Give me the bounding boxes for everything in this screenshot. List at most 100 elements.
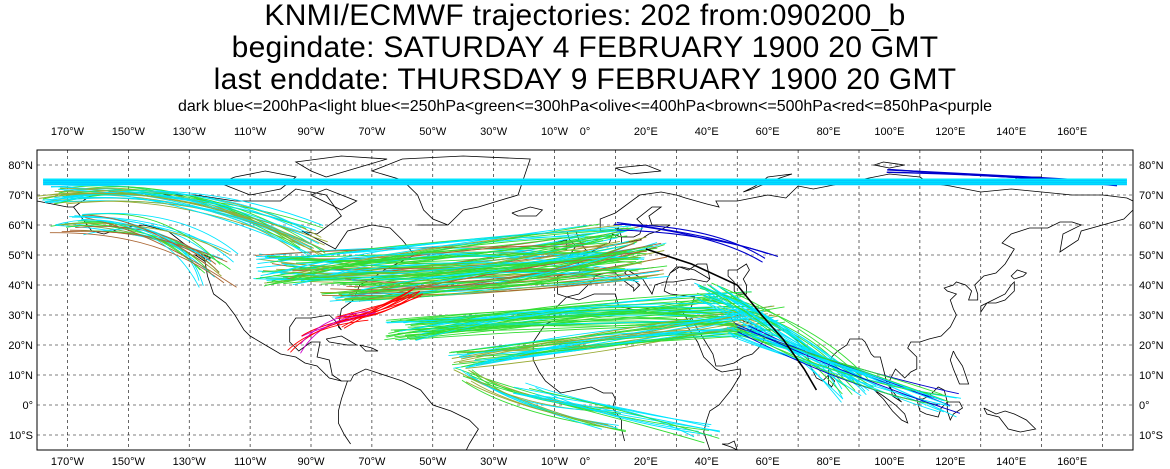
lon-label-top: 50°W — [419, 126, 447, 138]
map-title: KNMI/ECMWF trajectories: 202 from:090200… — [0, 0, 1170, 96]
trajectory — [360, 271, 639, 291]
coastline — [557, 173, 1134, 277]
coastline — [983, 407, 1037, 433]
trajectory — [42, 189, 326, 254]
trajectory — [458, 317, 774, 357]
trajectory — [290, 314, 369, 353]
trajectory — [734, 323, 961, 414]
trajectory — [534, 393, 699, 432]
coastline — [980, 281, 1015, 313]
trajectory — [361, 251, 628, 299]
lon-label-bottom: 80°E — [817, 456, 841, 468]
lon-label-top: 120°E — [935, 126, 965, 138]
lon-label-bottom: 130°W — [173, 456, 207, 468]
coastline — [873, 389, 909, 424]
lon-label-top: 140°E — [996, 126, 1026, 138]
lat-label-right: 30°N — [1139, 310, 1164, 322]
trajectory — [49, 232, 225, 284]
lat-label-left: 30°N — [8, 310, 33, 322]
trajectory — [61, 230, 220, 274]
lon-label-bottom: 70°W — [358, 456, 386, 468]
coastline — [615, 164, 662, 175]
lat-label-right: 70°N — [1139, 190, 1164, 202]
trajectory — [728, 322, 936, 406]
lat-label-left: 40°N — [8, 280, 33, 292]
lat-label-right: 60°N — [1139, 220, 1164, 232]
coastline — [949, 350, 970, 385]
trajectory — [525, 382, 712, 426]
lon-label-bottom: 30°W — [480, 456, 508, 468]
trajectory — [703, 295, 867, 396]
coastline — [727, 263, 750, 295]
trajectory — [340, 247, 658, 297]
lon-label-top: 110°W — [234, 126, 267, 138]
lon-label-bottom: 60°E — [756, 456, 780, 468]
lon-label-top: 130°W — [173, 126, 207, 138]
trajectory — [415, 303, 718, 341]
lon-label-top: 160°E — [1057, 126, 1087, 138]
lat-label-left: 20°N — [8, 340, 33, 352]
trajectory — [529, 387, 720, 439]
trajectory — [83, 213, 200, 281]
lon-label-top: 40°E — [695, 126, 719, 138]
coastline — [338, 380, 351, 445]
coastline — [325, 335, 359, 346]
trajectory — [74, 215, 231, 253]
lat-label-left: 10°S — [9, 430, 33, 442]
lon-label-top: 90°W — [297, 126, 325, 138]
trajectory — [261, 242, 608, 273]
trajectory — [342, 275, 670, 295]
coastline — [828, 374, 836, 388]
lon-label-bottom: 40°E — [695, 456, 719, 468]
trajectory — [468, 330, 752, 367]
lon-label-top: 100°E — [874, 126, 904, 138]
lon-label-top: 10°W — [541, 126, 569, 138]
coastline — [1010, 269, 1028, 280]
trajectory — [59, 190, 310, 235]
lon-label-bottom: 90°W — [297, 456, 325, 468]
lat-label-right: 10°S — [1139, 430, 1163, 442]
lon-label-top: 30°W — [480, 126, 508, 138]
lat-label-left: 0° — [22, 400, 33, 412]
coastline — [669, 263, 711, 280]
coastline — [721, 440, 738, 451]
trajectory — [290, 223, 600, 278]
lat-label-left: 10°N — [8, 370, 33, 382]
lon-label-top: 80°E — [817, 126, 841, 138]
black-trajectory — [645, 248, 818, 391]
lat-label-right: 40°N — [1139, 280, 1164, 292]
title-line-3: last enddate: THURSDAY 9 FEBRUARY 1900 2… — [213, 63, 957, 96]
trajectory — [349, 269, 664, 295]
lat-label-right: 80°N — [1139, 160, 1164, 172]
trajectory — [340, 295, 422, 318]
trajectory — [300, 314, 369, 354]
coastline — [511, 206, 544, 217]
lat-label-left: 70°N — [8, 190, 33, 202]
lon-label-top: 60°E — [756, 126, 780, 138]
trajectory — [465, 381, 609, 426]
trajectory — [81, 213, 221, 265]
trajectory — [614, 223, 766, 259]
trajectory — [45, 197, 307, 255]
lon-label-bottom: 170°W — [51, 456, 85, 468]
trajectory — [697, 285, 866, 392]
lat-label-right: 20°N — [1139, 340, 1164, 352]
trajectory — [292, 267, 628, 272]
lon-label-bottom: 160°E — [1057, 456, 1087, 468]
lat-label-right: 50°N — [1139, 250, 1164, 262]
coastline — [36, 200, 74, 208]
trajectory — [339, 265, 668, 285]
trajectory — [699, 284, 843, 395]
trajectory — [81, 218, 200, 288]
lat-label-left: 80°N — [8, 160, 33, 172]
lon-label-top: 70°W — [358, 126, 386, 138]
lat-label-left: 60°N — [8, 220, 33, 232]
trajectory — [513, 392, 720, 432]
lon-label-bottom: 10°W — [541, 456, 569, 468]
trajectory — [82, 212, 239, 255]
trajectory — [406, 312, 735, 321]
lon-label-top: 150°W — [112, 126, 146, 138]
trajectory — [44, 190, 324, 226]
title-line-2: begindate: SATURDAY 4 FEBRUARY 1900 20 G… — [231, 31, 939, 64]
